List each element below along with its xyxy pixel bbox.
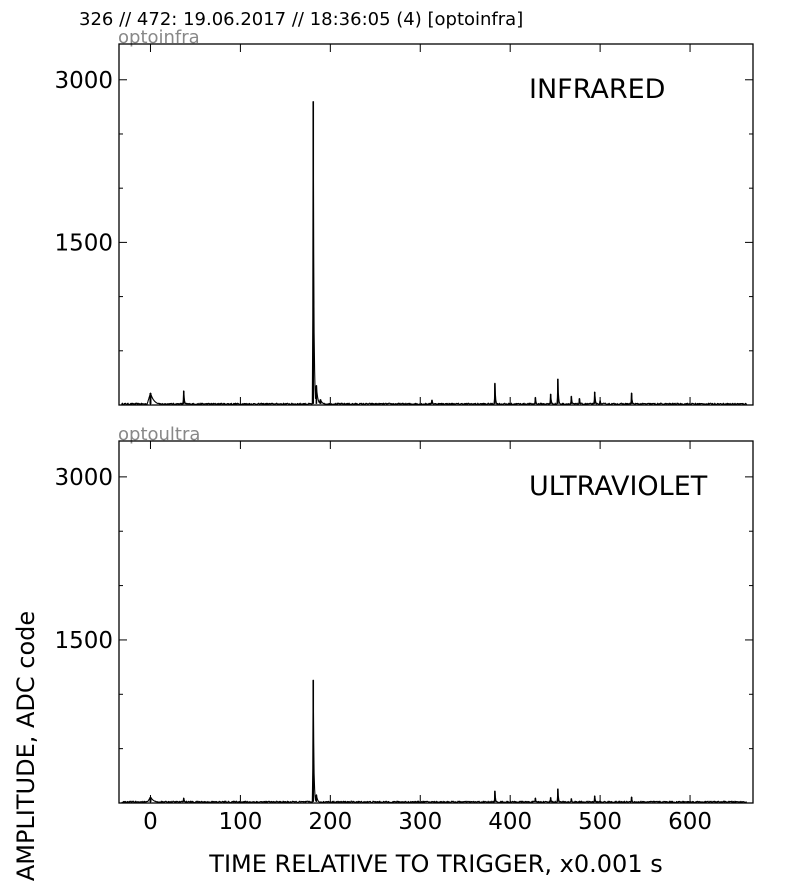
x-tick-label: 200: [308, 809, 352, 835]
x-tick-label: 400: [488, 809, 532, 835]
y-tick-label: 1500: [54, 230, 113, 256]
panel-label: optoinfra: [118, 27, 200, 48]
signal-trace: [121, 100, 748, 406]
panel-1: optoinfra 1500 3000 INFRARED: [54, 27, 754, 406]
y-tick-label: 1500: [54, 628, 113, 654]
x-tick-label: 0: [143, 809, 158, 835]
panel-label: optoultra: [118, 424, 200, 445]
figure-header: 326 // 472: 19.06.2017 // 18:36:05 (4) […: [79, 9, 523, 30]
x-tick-label: 600: [668, 809, 712, 835]
x-axis-label: TIME RELATIVE TO TRIGGER, x0.001 s: [208, 850, 662, 878]
panel-2: optoultra 1500 3000 0 100 200 300 400 500 600 ULTR…: [54, 424, 754, 878]
x-tick-label: 500: [578, 809, 622, 835]
panel-title: INFRARED: [529, 74, 665, 105]
panel-title: ULTRAVIOLET: [529, 471, 708, 502]
axes-frame: [118, 43, 754, 406]
y-tick-label: 3000: [54, 465, 113, 491]
y-axis-label: AMPLITUDE, ADC code: [12, 611, 40, 881]
x-tick-label: 100: [218, 809, 262, 835]
y-tick-label: 3000: [54, 68, 113, 94]
signal-trace: [121, 679, 747, 804]
x-tick-label: 300: [398, 809, 442, 835]
axes-frame: [118, 440, 754, 804]
